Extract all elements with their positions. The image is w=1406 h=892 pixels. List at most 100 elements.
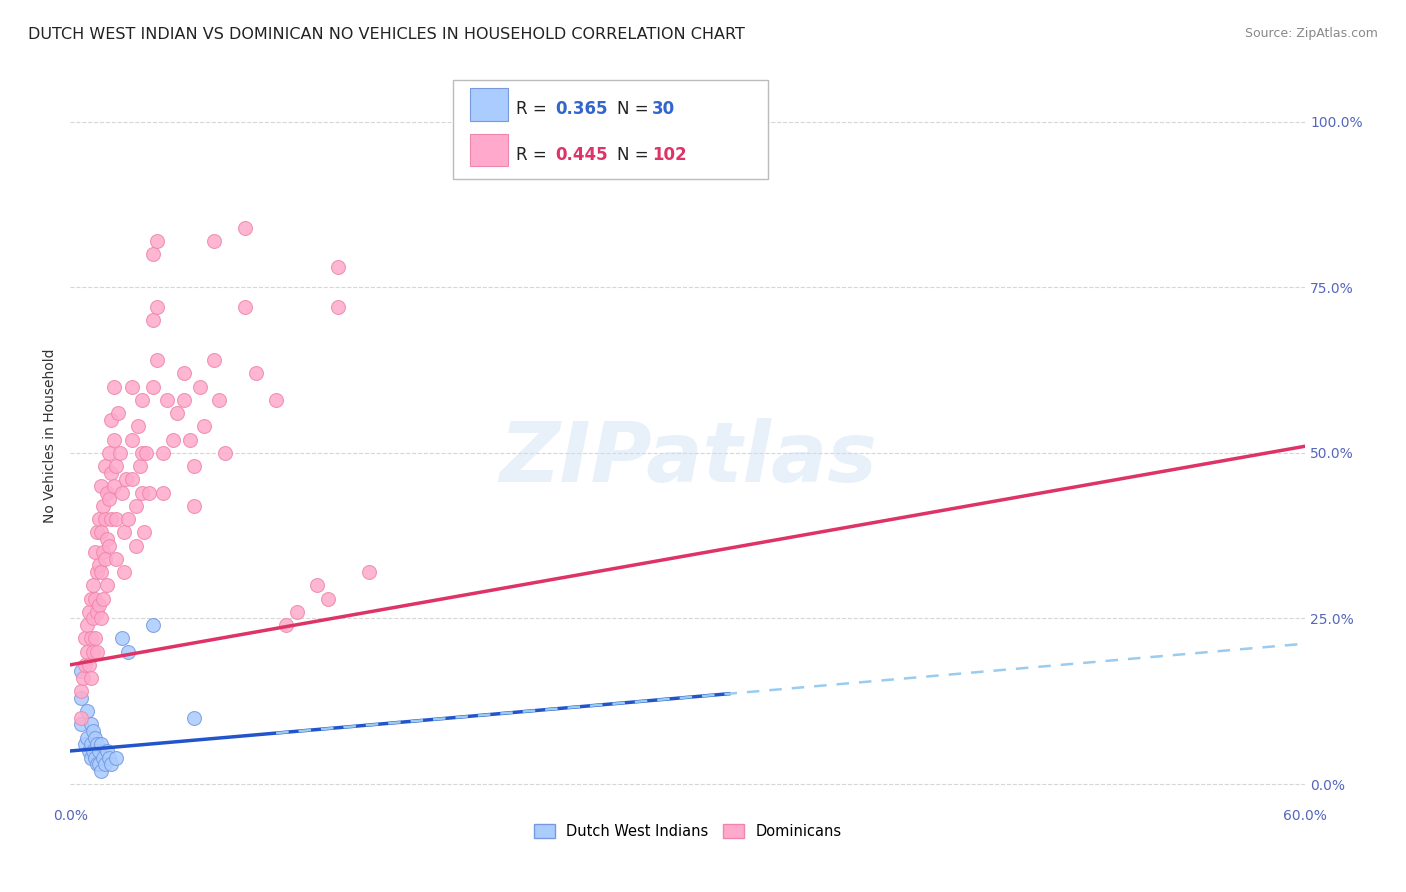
- Point: [73, 657, 96, 672]
- Point: [103, 479, 125, 493]
- Point: [125, 539, 148, 553]
- Point: [233, 220, 256, 235]
- Point: [183, 711, 205, 725]
- Point: [89, 757, 111, 772]
- Point: [90, 611, 112, 625]
- Point: [100, 757, 122, 772]
- Point: [89, 558, 111, 573]
- Point: [76, 704, 98, 718]
- Point: [183, 499, 205, 513]
- Point: [307, 578, 329, 592]
- Point: [127, 419, 149, 434]
- Point: [188, 379, 211, 393]
- Point: [86, 605, 108, 619]
- Point: [96, 578, 118, 592]
- Point: [121, 433, 143, 447]
- Point: [86, 525, 108, 540]
- Point: [100, 412, 122, 426]
- Point: [94, 551, 117, 566]
- Point: [131, 446, 153, 460]
- Point: [112, 525, 135, 540]
- Point: [80, 750, 103, 764]
- Point: [69, 690, 91, 705]
- Point: [89, 744, 111, 758]
- Point: [108, 446, 131, 460]
- Point: [90, 764, 112, 778]
- Point: [98, 539, 121, 553]
- Point: [80, 671, 103, 685]
- Point: [82, 578, 104, 592]
- Point: [90, 737, 112, 751]
- Point: [166, 406, 188, 420]
- Point: [82, 644, 104, 658]
- Point: [276, 618, 298, 632]
- Point: [82, 611, 104, 625]
- Point: [156, 392, 179, 407]
- Point: [84, 750, 107, 764]
- Point: [146, 300, 169, 314]
- Point: [104, 512, 127, 526]
- Point: [84, 591, 107, 606]
- Point: [89, 598, 111, 612]
- Point: [146, 353, 169, 368]
- Point: [90, 565, 112, 579]
- Point: [111, 632, 134, 646]
- Point: [77, 744, 100, 758]
- Point: [125, 499, 148, 513]
- Text: 30: 30: [652, 100, 675, 118]
- Point: [233, 300, 256, 314]
- Point: [80, 591, 103, 606]
- Point: [104, 750, 127, 764]
- Point: [131, 485, 153, 500]
- Point: [104, 551, 127, 566]
- Point: [152, 446, 174, 460]
- Point: [69, 665, 91, 679]
- Point: [98, 446, 121, 460]
- Point: [94, 512, 117, 526]
- Y-axis label: No Vehicles in Household: No Vehicles in Household: [44, 349, 58, 524]
- Text: 0.365: 0.365: [555, 100, 609, 118]
- Point: [80, 632, 103, 646]
- Point: [86, 757, 108, 772]
- Point: [69, 684, 91, 698]
- Point: [84, 731, 107, 745]
- Point: [82, 724, 104, 739]
- Text: 0.445: 0.445: [555, 146, 609, 164]
- Point: [76, 731, 98, 745]
- Point: [179, 433, 201, 447]
- Point: [82, 744, 104, 758]
- Point: [214, 446, 236, 460]
- Point: [86, 644, 108, 658]
- Point: [173, 392, 195, 407]
- Point: [84, 632, 107, 646]
- Text: ZIPatlas: ZIPatlas: [499, 417, 877, 499]
- Point: [117, 512, 139, 526]
- Point: [135, 446, 157, 460]
- Point: [72, 671, 94, 685]
- Point: [152, 485, 174, 500]
- FancyBboxPatch shape: [471, 134, 508, 167]
- Point: [76, 644, 98, 658]
- Point: [316, 591, 339, 606]
- FancyBboxPatch shape: [471, 88, 508, 120]
- Point: [96, 532, 118, 546]
- Text: Source: ZipAtlas.com: Source: ZipAtlas.com: [1244, 27, 1378, 40]
- Point: [104, 458, 127, 473]
- Point: [77, 605, 100, 619]
- Point: [96, 744, 118, 758]
- FancyBboxPatch shape: [453, 79, 768, 178]
- Point: [121, 379, 143, 393]
- Point: [173, 366, 195, 380]
- Text: 102: 102: [652, 146, 686, 164]
- Text: R =: R =: [516, 100, 547, 118]
- Point: [73, 632, 96, 646]
- Point: [86, 565, 108, 579]
- Point: [100, 466, 122, 480]
- Point: [84, 545, 107, 559]
- Point: [162, 433, 184, 447]
- Point: [73, 737, 96, 751]
- Point: [146, 234, 169, 248]
- Point: [103, 433, 125, 447]
- Point: [69, 717, 91, 731]
- Point: [202, 234, 225, 248]
